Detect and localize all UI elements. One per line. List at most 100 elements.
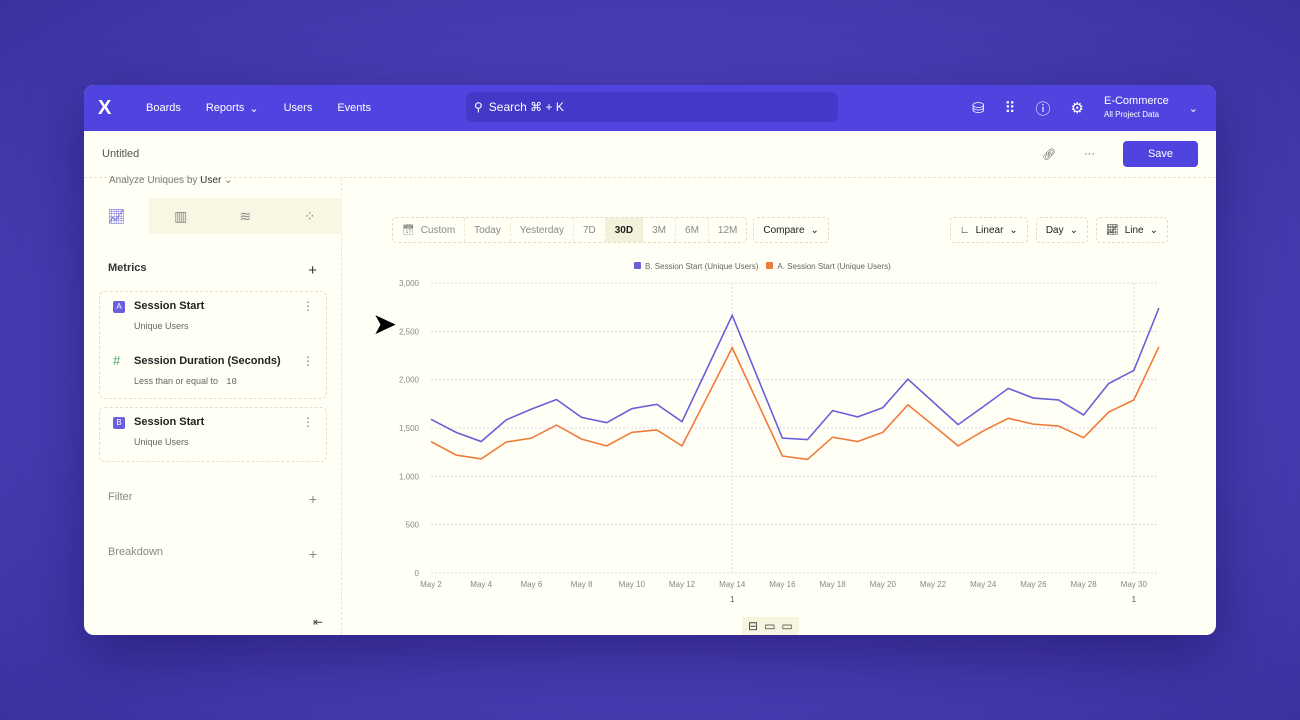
y-tick-label: 2,500 xyxy=(399,327,420,336)
date-range-group: 📅︎ Custom Today Yesterday 7D 30D 3M 6M 12… xyxy=(392,217,748,243)
metric-sub[interactable]: Unique Users xyxy=(134,437,189,447)
more-vertical-icon[interactable]: ⋮ xyxy=(302,299,314,313)
database-icon[interactable]: ⛁ xyxy=(971,100,985,117)
x-tick-label: May 8 xyxy=(571,580,593,589)
tab-retention-icon[interactable]: ⁘ xyxy=(277,198,342,234)
legend-item-a[interactable]: A. Session Start (Unique Users) xyxy=(766,262,891,271)
x-tick-label: May 12 xyxy=(669,580,696,589)
filter-section: Filter + xyxy=(108,491,317,507)
chart-legend: B. Session Start (Unique Users) A. Sessi… xyxy=(634,262,891,271)
project-selector[interactable]: E-Commerce All Project Data xyxy=(1104,95,1169,121)
tab-flows-icon[interactable]: ≋ xyxy=(213,198,278,234)
range-7d[interactable]: 7D xyxy=(574,218,606,242)
range-label: Custom xyxy=(420,224,456,236)
add-breakdown-button[interactable]: + xyxy=(308,546,317,562)
range-3m[interactable]: 3M xyxy=(643,218,677,242)
metric-filter[interactable]: Less than or equal to 10 xyxy=(134,376,326,387)
breakdown-label: Breakdown xyxy=(108,546,164,558)
interval-dropdown[interactable]: Day ⌄ xyxy=(1035,217,1088,243)
collapse-panel-icon[interactable]: ⇤ xyxy=(312,615,323,629)
y-tick-label: 1,000 xyxy=(399,472,420,481)
more-icon[interactable]: ··· xyxy=(1084,148,1095,160)
legend-label: B. Session Start (Unique Users) xyxy=(645,262,759,271)
chart-type-dropdown[interactable]: 📈︎ Line ⌄ xyxy=(1096,217,1168,243)
legend-item-b[interactable]: B. Session Start (Unique Users) xyxy=(634,262,758,271)
nav-events[interactable]: Events xyxy=(337,102,371,114)
nav-reports-label: Reports xyxy=(205,102,245,114)
x-tick-label: May 18 xyxy=(819,580,846,589)
project-name: E-Commerce xyxy=(1103,95,1169,107)
range-12m[interactable]: 12M xyxy=(717,224,738,236)
report-title[interactable]: Untitled xyxy=(102,148,140,160)
apps-grid-icon[interactable]: ⠿ xyxy=(1004,100,1016,117)
annotation-marker: 1 xyxy=(1132,595,1137,604)
breakdown-section: Breakdown + xyxy=(108,546,317,562)
more-vertical-icon[interactable]: ⋮ xyxy=(302,354,314,368)
layout-chart-icon[interactable]: ▭ xyxy=(764,619,776,633)
mouse-cursor: ➤ xyxy=(372,308,398,341)
scale-dropdown[interactable]: ∟ Linear ⌄ xyxy=(949,217,1028,243)
app-window: X Boards Reports ⌄ Users Events ⚲ Search ⌘… xyxy=(84,85,1216,635)
range-today[interactable]: Today xyxy=(465,218,511,242)
y-tick-label: 0 xyxy=(415,569,420,578)
metric-name: Session Start xyxy=(134,300,205,312)
add-filter-button[interactable]: + xyxy=(308,491,317,507)
legend-label: A. Session Start (Unique Users) xyxy=(777,262,891,271)
x-tick-label: May 6 xyxy=(521,580,543,589)
chevron-down-icon[interactable]: ⌄ xyxy=(1188,102,1198,115)
metric-card-b[interactable]: B Session Start Unique Users ⋮ xyxy=(99,407,327,462)
save-button[interactable]: Save xyxy=(1123,141,1198,167)
metrics-label: Metrics xyxy=(108,262,147,274)
x-tick-label: May 20 xyxy=(870,580,897,589)
range-30d[interactable]: 30D xyxy=(605,218,644,242)
nav-reports[interactable]: Reports ⌄ xyxy=(206,102,259,115)
metric-badge: A xyxy=(113,301,125,313)
chevron-down-icon: ⌄ xyxy=(249,102,259,115)
range-6m[interactable]: 6M xyxy=(676,218,709,242)
x-tick-label: May 22 xyxy=(920,580,947,589)
link-icon[interactable]: 🔗︎ xyxy=(1042,148,1056,161)
tab-funnels-icon[interactable]: ▥ xyxy=(148,198,213,234)
y-tick-label: 1,500 xyxy=(399,424,420,433)
x-tick-label: May 24 xyxy=(970,580,997,589)
compare-label: Compare xyxy=(763,224,805,236)
add-metric-button[interactable]: + xyxy=(308,262,317,279)
search-placeholder: Search ⌘ + K xyxy=(488,100,564,114)
line-chart: 0 500 1,000 1,500 2,000 2,500 3,000 May 2 May 4 M… xyxy=(399,279,1160,604)
series-line-b xyxy=(430,307,1160,443)
metric-name: Session Start xyxy=(134,416,205,428)
x-tick-label: May 28 xyxy=(1070,580,1097,589)
search-input[interactable]: ⚲ Search ⌘ + K xyxy=(466,92,838,122)
x-tick-label: May 4 xyxy=(470,580,492,589)
range-custom[interactable]: 📅︎ Custom xyxy=(393,218,466,242)
metric-sub[interactable]: Unique Users xyxy=(134,321,189,331)
metric-card-a[interactable]: A Session Start Unique Users ⋮ # Session Dur… xyxy=(99,291,327,399)
x-tick-label: May 2 xyxy=(420,580,442,589)
interval-label: Day xyxy=(1045,224,1064,236)
metrics-section: Metrics + xyxy=(108,262,317,279)
line-chart-icon: 📈︎ xyxy=(1106,224,1119,236)
axis-icon: ∟ xyxy=(959,224,970,236)
settings-icon[interactable]: ⚙ xyxy=(1070,100,1084,117)
chart-type-label: Line xyxy=(1124,224,1144,236)
x-tick-label: May 26 xyxy=(1020,580,1047,589)
help-icon[interactable]: ⓘ xyxy=(1035,100,1051,118)
layout-split-icon[interactable]: ⊟ xyxy=(748,619,759,633)
filter-operator: Less than or equal to xyxy=(134,376,219,386)
range-yesterday[interactable]: Yesterday xyxy=(511,218,574,242)
layout-table-icon[interactable]: ▭ xyxy=(781,619,793,633)
filter-value[interactable]: 10 xyxy=(226,377,237,387)
tab-insights-icon[interactable]: 📈︎ xyxy=(84,198,149,234)
logo[interactable]: X xyxy=(98,96,112,119)
calendar-icon: 📅︎ xyxy=(402,224,415,236)
more-vertical-icon[interactable]: ⋮ xyxy=(302,415,314,429)
metric-badge: B xyxy=(113,417,125,429)
analyze-label: Analyze Uniques by xyxy=(109,175,198,186)
analyze-by[interactable]: Analyze Uniques by User ⌄ xyxy=(109,175,233,186)
report-header: Untitled 🔗︎ ··· Save xyxy=(84,131,1216,178)
nav-users[interactable]: Users xyxy=(283,102,313,114)
series-line-a xyxy=(430,345,1160,461)
compare-dropdown[interactable]: Compare ⌄ xyxy=(753,217,829,243)
nav-boards[interactable]: Boards xyxy=(146,102,181,114)
metric-name: Session Duration (Seconds) xyxy=(134,355,281,367)
